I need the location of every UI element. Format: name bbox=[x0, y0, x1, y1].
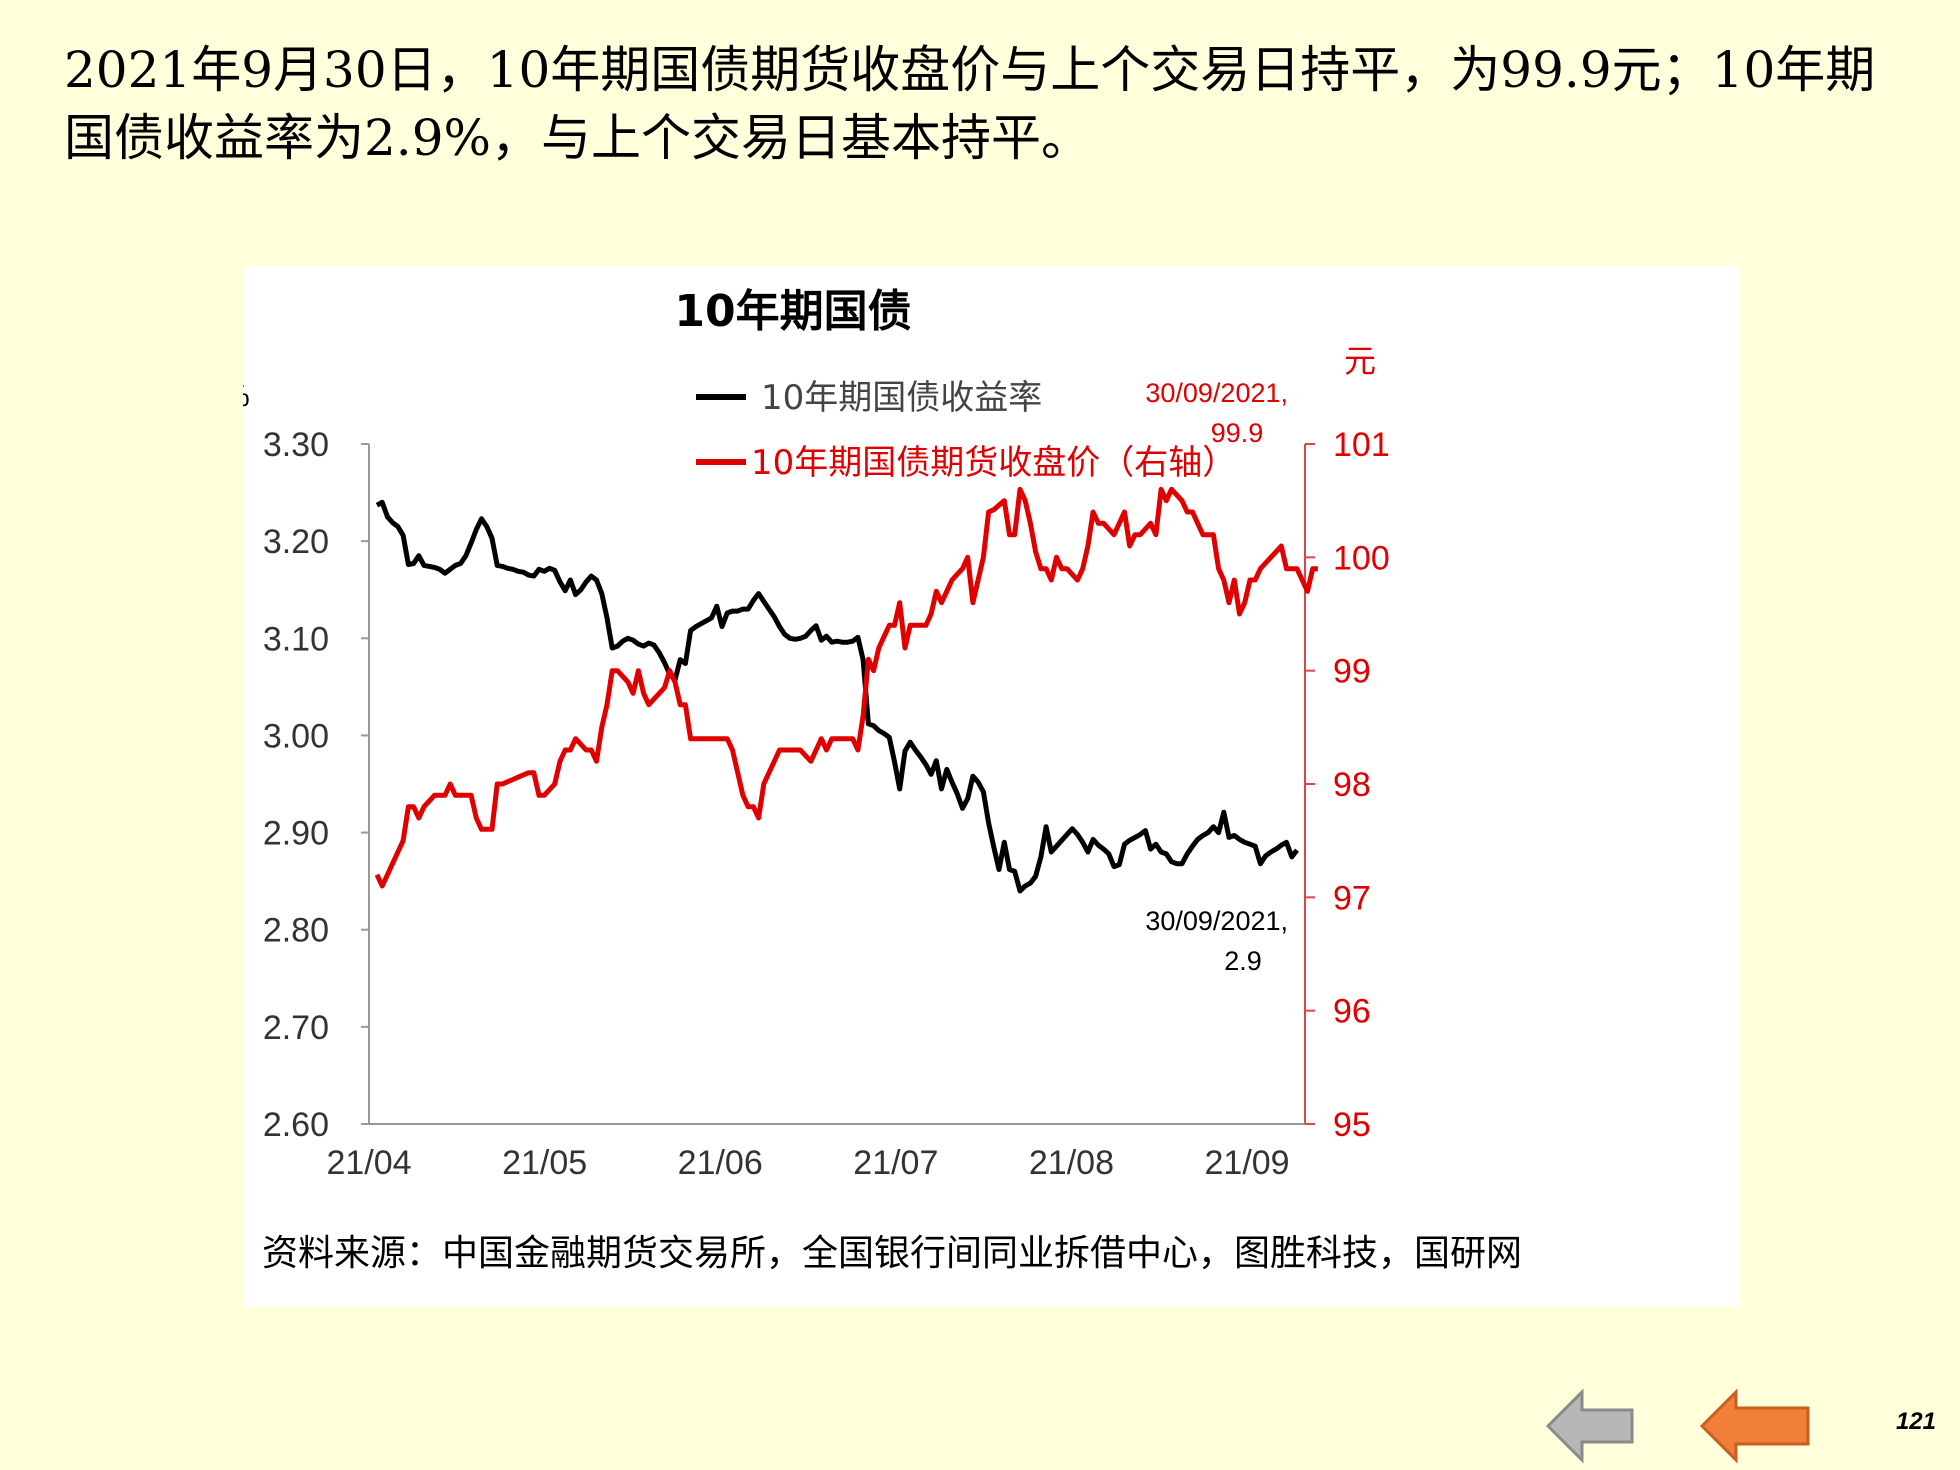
x-tick-label: 21/07 bbox=[853, 1144, 938, 1182]
x-tick-label: 21/04 bbox=[326, 1144, 411, 1182]
futures-series-line bbox=[374, 486, 1318, 889]
futures-annotation-value: 99.9 bbox=[1211, 418, 1264, 448]
chart: 10年期国债 % 元 10年期国债收益率 10年期国债期货收盘价（右轴） 3.3… bbox=[243, 286, 1390, 1182]
left-tick-labels: 3.30 3.20 3.10 3.00 2.90 2.80 2.70 2.60 bbox=[263, 426, 369, 1144]
right-tick-label: 98 bbox=[1333, 766, 1371, 804]
yield-series-line bbox=[375, 499, 1299, 894]
yield-annotation: 30/09/2021, 2.9 bbox=[1145, 906, 1288, 976]
previous-page-button[interactable] bbox=[1699, 1388, 1812, 1468]
futures-annotation-date: 30/09/2021, bbox=[1145, 378, 1288, 408]
x-tick-label: 21/08 bbox=[1029, 1144, 1114, 1182]
left-tick-label: 3.10 bbox=[263, 620, 329, 658]
gray-left-arrow-icon bbox=[1545, 1388, 1634, 1464]
left-tick-label: 2.80 bbox=[263, 912, 329, 950]
right-tick-label: 101 bbox=[1333, 426, 1390, 464]
x-tick-label: 21/05 bbox=[502, 1144, 587, 1182]
legend: 10年期国债收益率 10年期国债期货收盘价（右轴） bbox=[696, 378, 1236, 483]
page-number: 121 bbox=[1895, 1408, 1936, 1435]
back-button[interactable] bbox=[1545, 1388, 1636, 1468]
left-tick-label: 3.30 bbox=[263, 426, 329, 464]
left-axis-unit: % bbox=[243, 380, 250, 413]
right-tick-labels: 101 100 99 98 97 96 95 bbox=[1305, 426, 1390, 1144]
x-tick-label: 21/06 bbox=[678, 1144, 763, 1182]
x-tick-label: 21/09 bbox=[1205, 1144, 1290, 1182]
right-tick-label: 96 bbox=[1333, 993, 1371, 1031]
right-tick-label: 95 bbox=[1333, 1106, 1371, 1144]
yield-annotation-date: 30/09/2021, bbox=[1145, 906, 1288, 936]
chart-panel: 10年期国债 % 元 10年期国债收益率 10年期国债期货收盘价（右轴） 3.3… bbox=[243, 266, 1740, 1306]
left-tick-label: 3.00 bbox=[263, 717, 329, 755]
left-tick-label: 2.70 bbox=[263, 1009, 329, 1047]
source-note: 资料来源：中国金融期货交易所，全国银行间同业拆借中心，图胜科技，国研网 bbox=[262, 1233, 1523, 1274]
chart-title: 10年期国债 bbox=[674, 286, 911, 337]
left-tick-label: 2.90 bbox=[263, 815, 329, 853]
headline: 2021年9月30日，10年期国债期货收盘价与上个交易日持平，为99.9元；10… bbox=[64, 41, 1876, 167]
right-axis-unit: 元 bbox=[1344, 342, 1376, 380]
legend-futures-label: 10年期国债期货收盘价（右轴） bbox=[751, 443, 1236, 483]
left-tick-label: 2.60 bbox=[263, 1106, 329, 1144]
right-tick-label: 97 bbox=[1333, 879, 1371, 917]
yield-annotation-value: 2.9 bbox=[1224, 946, 1262, 976]
legend-yield-label: 10年期国债收益率 bbox=[761, 378, 1042, 418]
left-tick-label: 3.20 bbox=[263, 523, 329, 561]
futures-annotation: 30/09/2021, 99.9 bbox=[1145, 378, 1288, 448]
right-tick-label: 100 bbox=[1333, 539, 1390, 577]
right-tick-label: 99 bbox=[1333, 653, 1371, 691]
orange-left-arrow-icon bbox=[1699, 1388, 1810, 1464]
x-tick-labels: 21/04 21/05 21/06 21/07 21/08 21/09 bbox=[326, 1144, 1289, 1182]
